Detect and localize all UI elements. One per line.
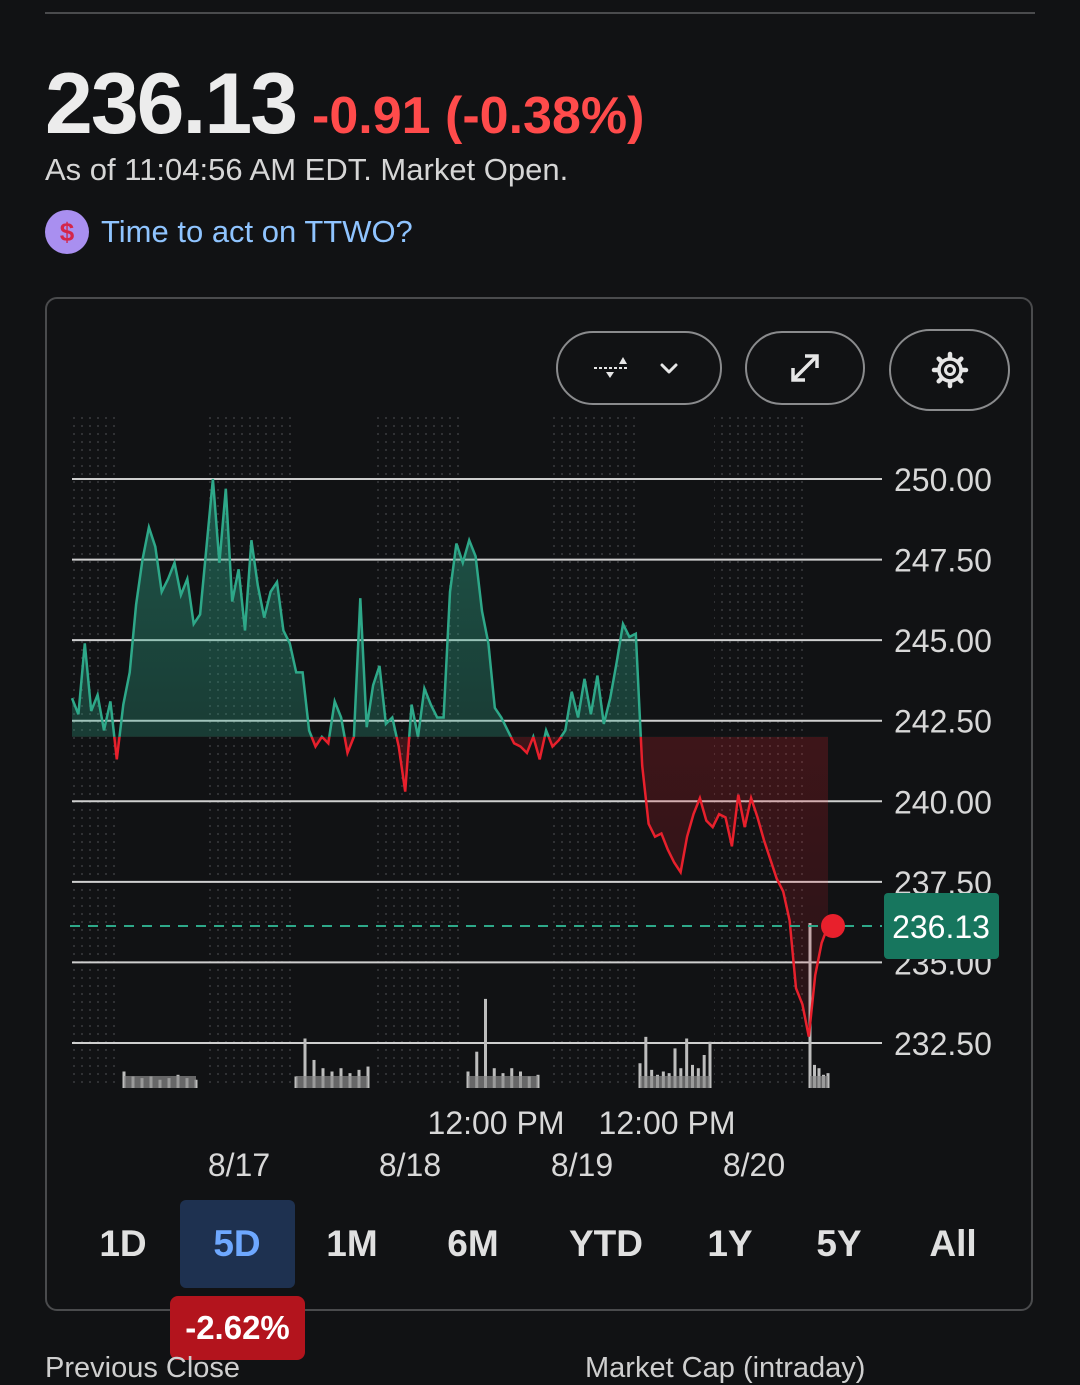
y-tick-label: 240.00 bbox=[894, 784, 992, 820]
volume-bar bbox=[484, 998, 487, 1088]
current-price: 236.13 bbox=[45, 56, 298, 152]
volume-bar bbox=[644, 1036, 648, 1088]
volume-bar bbox=[475, 1051, 479, 1088]
session-band bbox=[72, 412, 120, 1088]
x-tick-label: 8/17 bbox=[208, 1147, 270, 1183]
range-selector: 1D 5D 1M 6M YTD 1Y 5Y All bbox=[45, 1200, 1033, 1290]
x-time-label: 12:00 PM bbox=[599, 1105, 736, 1141]
promo-text[interactable]: Time to act on TTWO? bbox=[101, 214, 413, 249]
range-change-badge: -2.62% bbox=[170, 1296, 305, 1360]
settings-button[interactable] bbox=[889, 329, 1010, 411]
volume-bar bbox=[708, 1041, 712, 1088]
volume-bar bbox=[673, 1048, 677, 1088]
price-line-up bbox=[70, 478, 643, 737]
volume-base bbox=[810, 1076, 828, 1088]
session-band bbox=[372, 412, 465, 1088]
volume-bar bbox=[685, 1038, 689, 1088]
range-5y[interactable]: 5Y bbox=[816, 1223, 862, 1264]
range-5d[interactable]: 5D bbox=[179, 1200, 295, 1288]
expand-button[interactable] bbox=[745, 331, 865, 405]
x-tick-label: 8/19 bbox=[551, 1147, 613, 1183]
current-price-dot bbox=[821, 914, 845, 939]
dollar-sign-icon: $ bbox=[45, 210, 89, 254]
chevron-down-icon bbox=[660, 363, 678, 374]
x-tick-label: 8/20 bbox=[723, 1147, 785, 1183]
current-price-tag-label: 236.13 bbox=[892, 909, 990, 945]
price-chart[interactable]: 250.00247.50245.00242.50240.00237.50235.… bbox=[0, 0, 1080, 1200]
chart-type-button[interactable] bbox=[556, 331, 722, 405]
range-6m[interactable]: 6M bbox=[447, 1223, 499, 1264]
y-tick-label: 242.50 bbox=[894, 704, 992, 740]
volume-base bbox=[296, 1076, 368, 1088]
chart-type-icon bbox=[594, 357, 678, 378]
range-1y[interactable]: 1Y bbox=[707, 1223, 753, 1264]
price-area-down bbox=[72, 736, 828, 1037]
price-quote: 236.13 -0.91 (-0.38%) bbox=[45, 55, 644, 154]
x-time-label: 12:00 PM bbox=[428, 1105, 565, 1141]
volume-bar bbox=[303, 1038, 307, 1088]
gear-icon bbox=[931, 351, 968, 389]
promo-link[interactable]: $ Time to act on TTWO? bbox=[45, 210, 413, 254]
y-tick-label: 250.00 bbox=[894, 462, 992, 498]
range-1d[interactable]: 1D bbox=[99, 1223, 147, 1264]
volume-base bbox=[468, 1076, 538, 1088]
y-tick-label: 247.50 bbox=[894, 543, 992, 579]
x-tick-label: 8/18 bbox=[379, 1147, 441, 1183]
range-ytd[interactable]: YTD bbox=[569, 1223, 643, 1264]
quote-timestamp: As of 11:04:56 AM EDT. Market Open. bbox=[45, 152, 569, 187]
range-1m[interactable]: 1M bbox=[326, 1223, 378, 1264]
market-cap-label: Market Cap (intraday) bbox=[585, 1352, 866, 1384]
volume-bar bbox=[638, 1063, 642, 1088]
session-band bbox=[548, 412, 640, 1088]
chart-card bbox=[45, 297, 1033, 1311]
price-area-up bbox=[72, 479, 641, 737]
volume-base bbox=[124, 1076, 196, 1088]
current-price-tag bbox=[884, 893, 999, 960]
price-line-down bbox=[113, 736, 830, 1037]
price-change: -0.91 (-0.38%) bbox=[312, 87, 645, 145]
y-tick-label: 232.50 bbox=[894, 1026, 992, 1062]
previous-close-label: Previous Close bbox=[45, 1352, 241, 1384]
expand-icon bbox=[791, 354, 819, 382]
session-band bbox=[205, 412, 297, 1088]
volume-base bbox=[640, 1076, 710, 1088]
volume-bar bbox=[312, 1059, 316, 1088]
range-all[interactable]: All bbox=[929, 1223, 977, 1264]
y-tick-label: 245.00 bbox=[894, 623, 992, 659]
volume-bar bbox=[702, 1055, 706, 1088]
top-divider bbox=[45, 12, 1035, 14]
